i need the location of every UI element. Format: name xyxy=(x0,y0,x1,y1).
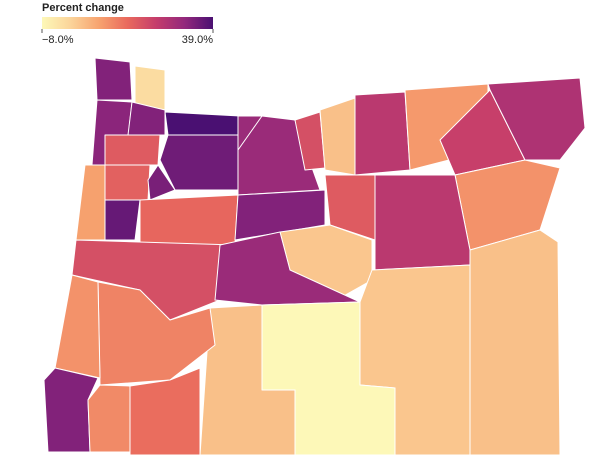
county xyxy=(487,77,586,161)
county xyxy=(87,384,131,453)
county xyxy=(354,91,411,176)
county xyxy=(54,274,101,379)
county xyxy=(104,164,151,201)
county xyxy=(374,174,471,271)
colorbar xyxy=(42,17,213,29)
county xyxy=(234,189,326,241)
county xyxy=(469,229,561,456)
county xyxy=(159,134,239,191)
legend-title: Percent change xyxy=(42,2,124,14)
county xyxy=(319,97,356,176)
county xyxy=(129,367,201,456)
county xyxy=(139,194,239,246)
county xyxy=(97,281,216,386)
colorbar-tick-label: 39.0% xyxy=(182,34,213,46)
county xyxy=(127,101,166,136)
county xyxy=(164,111,241,136)
colorbar-tick-label: −8.0% xyxy=(42,34,74,46)
county xyxy=(104,134,161,166)
counties xyxy=(43,57,586,456)
county xyxy=(94,57,133,101)
county xyxy=(75,164,106,241)
county xyxy=(104,199,141,241)
